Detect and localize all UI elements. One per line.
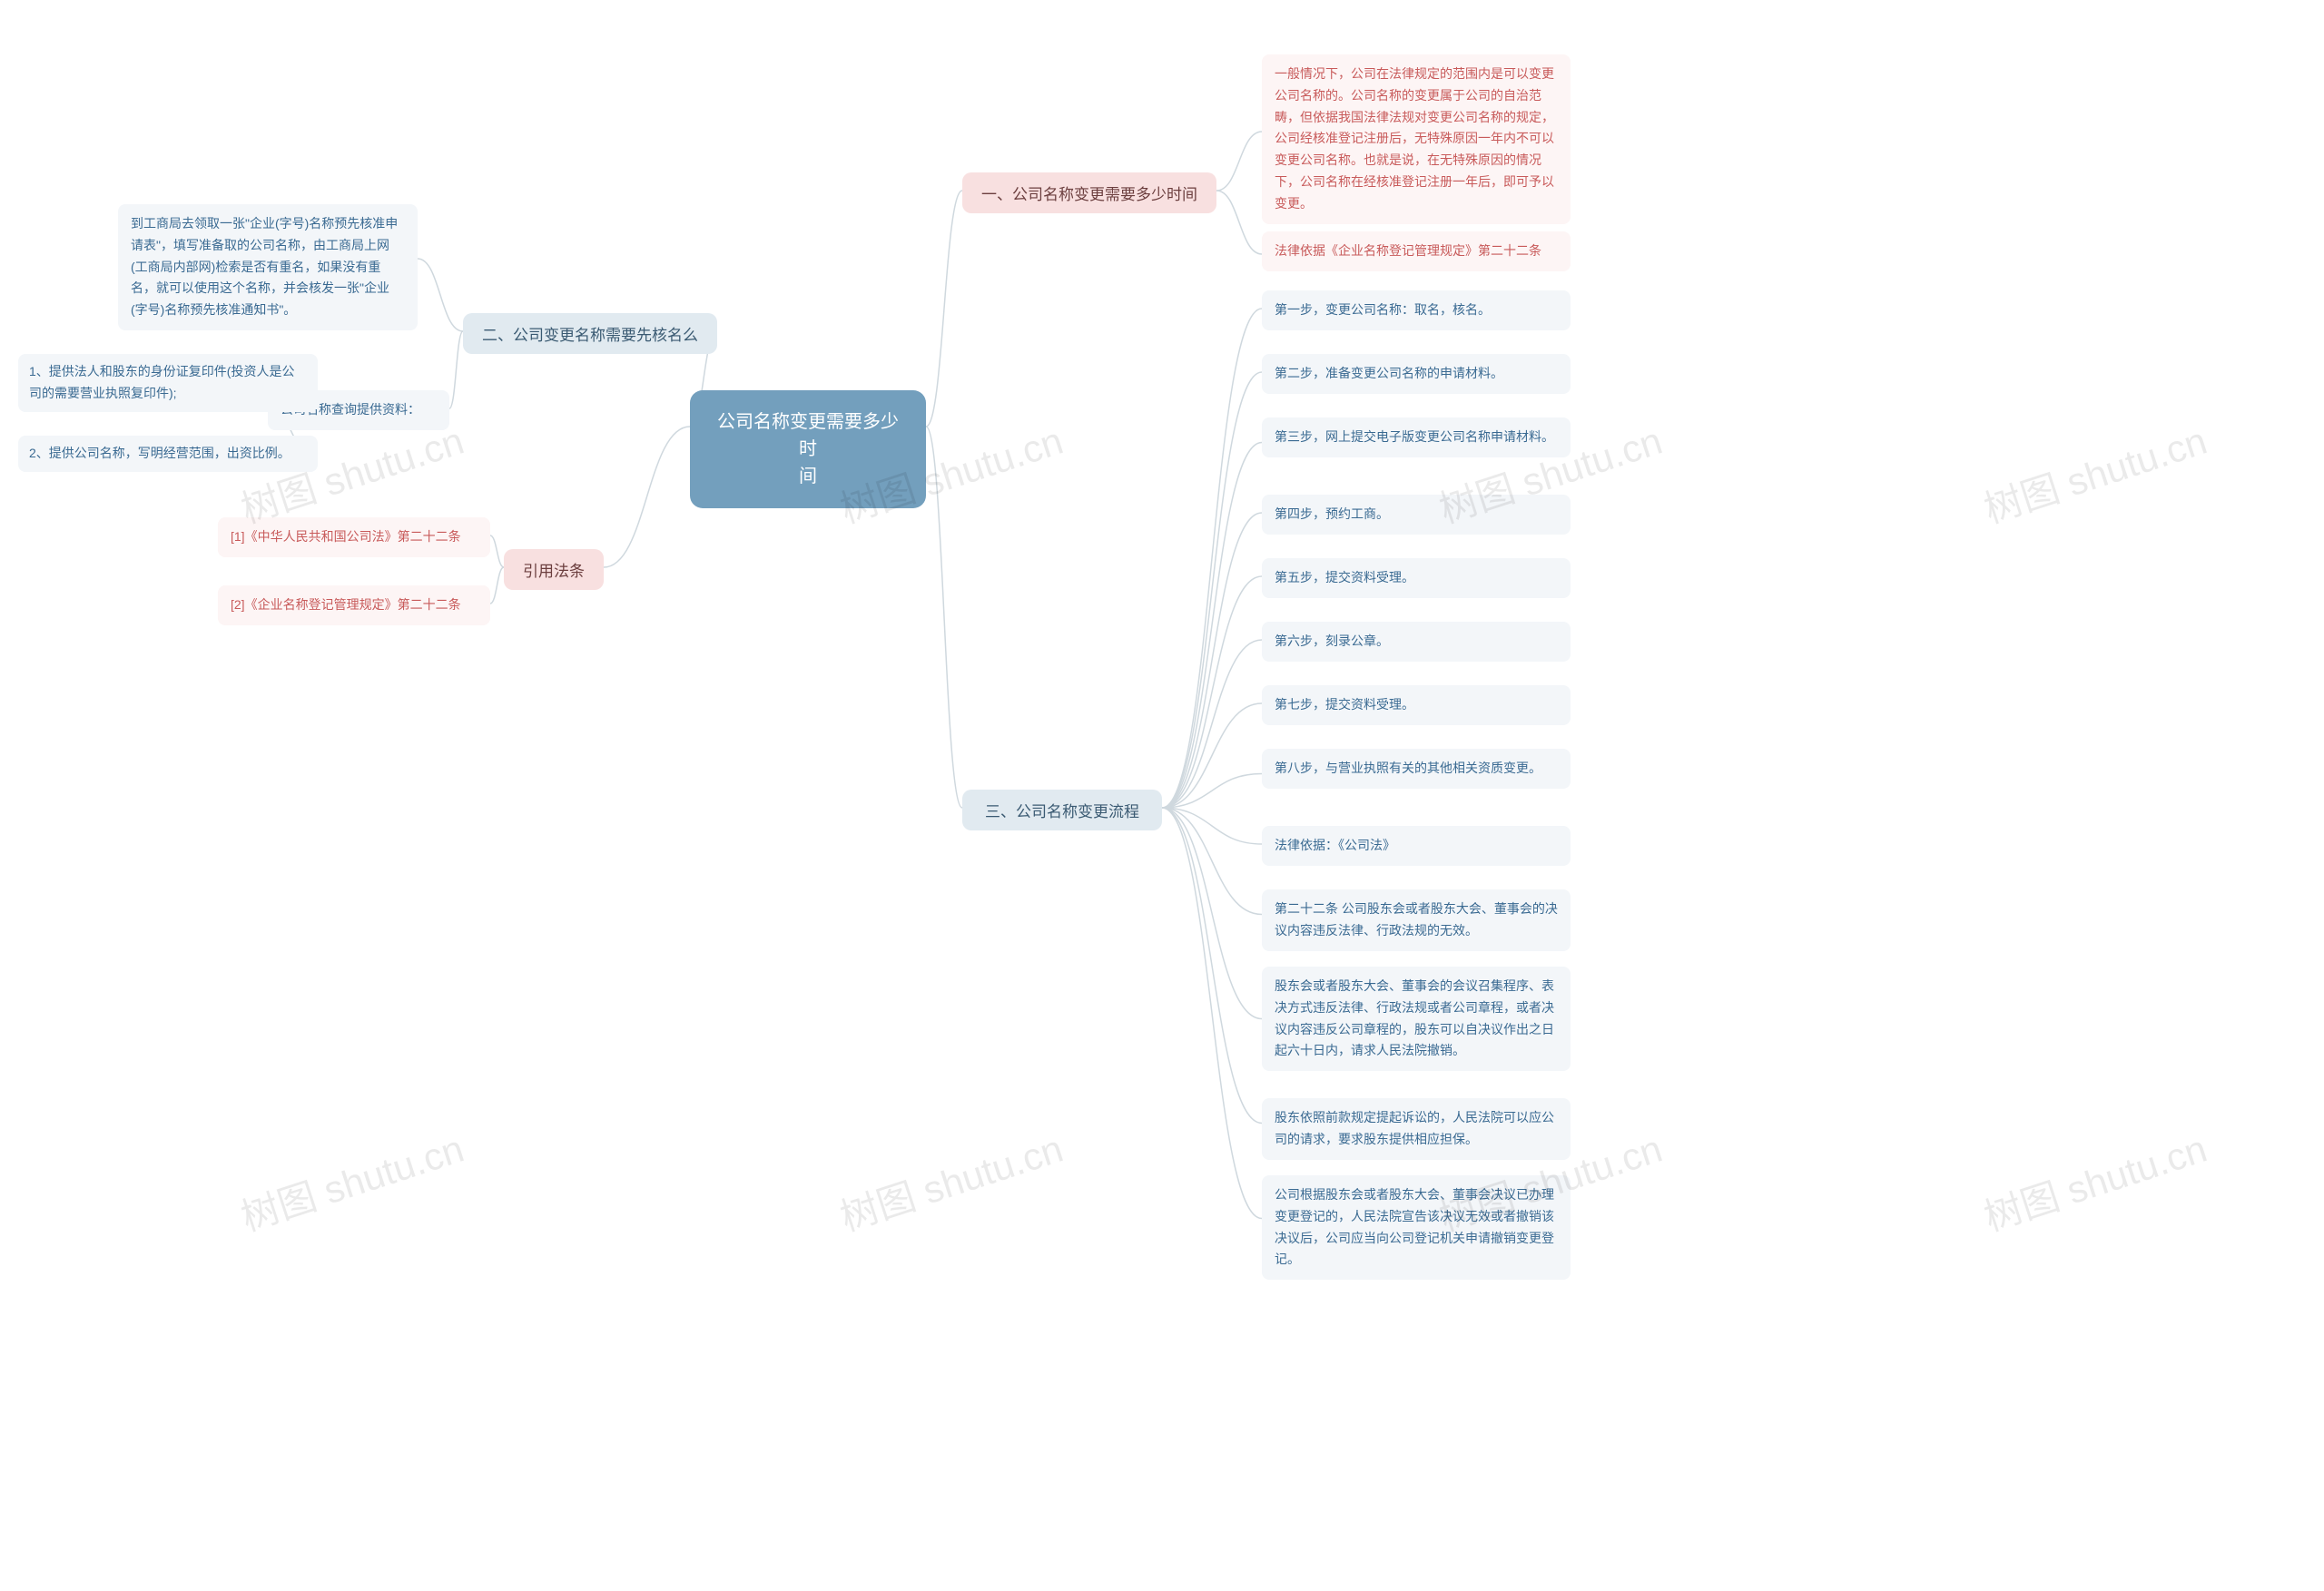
branch-1-leaf-0: 一般情况下，公司在法律规定的范围内是可以变更公司名称的。公司名称的变更属于公司的… xyxy=(1262,54,1571,224)
branch-3[interactable]: 三、公司名称变更流程 xyxy=(962,790,1162,830)
branch-4-leaf-1: [2]《企业名称登记管理规定》第二十二条 xyxy=(218,585,490,625)
branch-1[interactable]: 一、公司名称变更需要多少时间 xyxy=(962,172,1216,213)
watermark: 树图 shutu.cn xyxy=(1976,410,2213,535)
branch-3-leaf-9: 第二十二条 公司股东会或者股东大会、董事会的决议内容违反法律、行政法规的无效。 xyxy=(1262,889,1571,951)
branch-4[interactable]: 引用法条 xyxy=(504,549,604,590)
branch-3-leaf-3: 第四步，预约工商。 xyxy=(1262,495,1571,535)
branch-3-leaf-4: 第五步，提交资料受理。 xyxy=(1262,558,1571,598)
branch-3-leaf-6: 第七步，提交资料受理。 xyxy=(1262,685,1571,725)
center-topic[interactable]: 公司名称变更需要多少时间 xyxy=(690,390,926,508)
watermark: 树图 shutu.cn xyxy=(1976,1118,2213,1242)
branch-2-leaf-1-child-0: 1、提供法人和股东的身份证复印件(投资人是公司的需要营业执照复印件); xyxy=(18,354,318,412)
branch-2-leaf-0: 到工商局去领取一张"企业(字号)名称预先核准申请表"，填写准备取的公司名称，由工… xyxy=(118,204,418,330)
branch-2-leaf-1-child-1: 2、提供公司名称，写明经营范围，出资比例。 xyxy=(18,436,318,472)
branch-3-leaf-0: 第一步，变更公司名称：取名，核名。 xyxy=(1262,290,1571,330)
branch-3-leaf-12: 公司根据股东会或者股东大会、董事会决议已办理变更登记的，人民法院宣告该决议无效或… xyxy=(1262,1175,1571,1280)
branch-3-leaf-5: 第六步，刻录公章。 xyxy=(1262,622,1571,662)
branch-3-leaf-1: 第二步，准备变更公司名称的申请材料。 xyxy=(1262,354,1571,394)
watermark: 树图 shutu.cn xyxy=(832,1118,1069,1242)
watermark: 树图 shutu.cn xyxy=(233,1118,470,1242)
branch-2[interactable]: 二、公司变更名称需要先核名么 xyxy=(463,313,717,354)
branch-3-leaf-7: 第八步，与营业执照有关的其他相关资质变更。 xyxy=(1262,749,1571,789)
branch-3-leaf-11: 股东依照前款规定提起诉讼的，人民法院可以应公司的请求，要求股东提供相应担保。 xyxy=(1262,1098,1571,1160)
branch-3-leaf-10: 股东会或者股东大会、董事会的会议召集程序、表决方式违反法律、行政法规或者公司章程… xyxy=(1262,967,1571,1071)
branch-3-leaf-8: 法律依据：《公司法》 xyxy=(1262,826,1571,866)
branch-3-leaf-2: 第三步，网上提交电子版变更公司名称申请材料。 xyxy=(1262,417,1571,457)
branch-4-leaf-0: [1]《中华人民共和国公司法》第二十二条 xyxy=(218,517,490,557)
branch-1-leaf-1: 法律依据《企业名称登记管理规定》第二十二条 xyxy=(1262,231,1571,271)
